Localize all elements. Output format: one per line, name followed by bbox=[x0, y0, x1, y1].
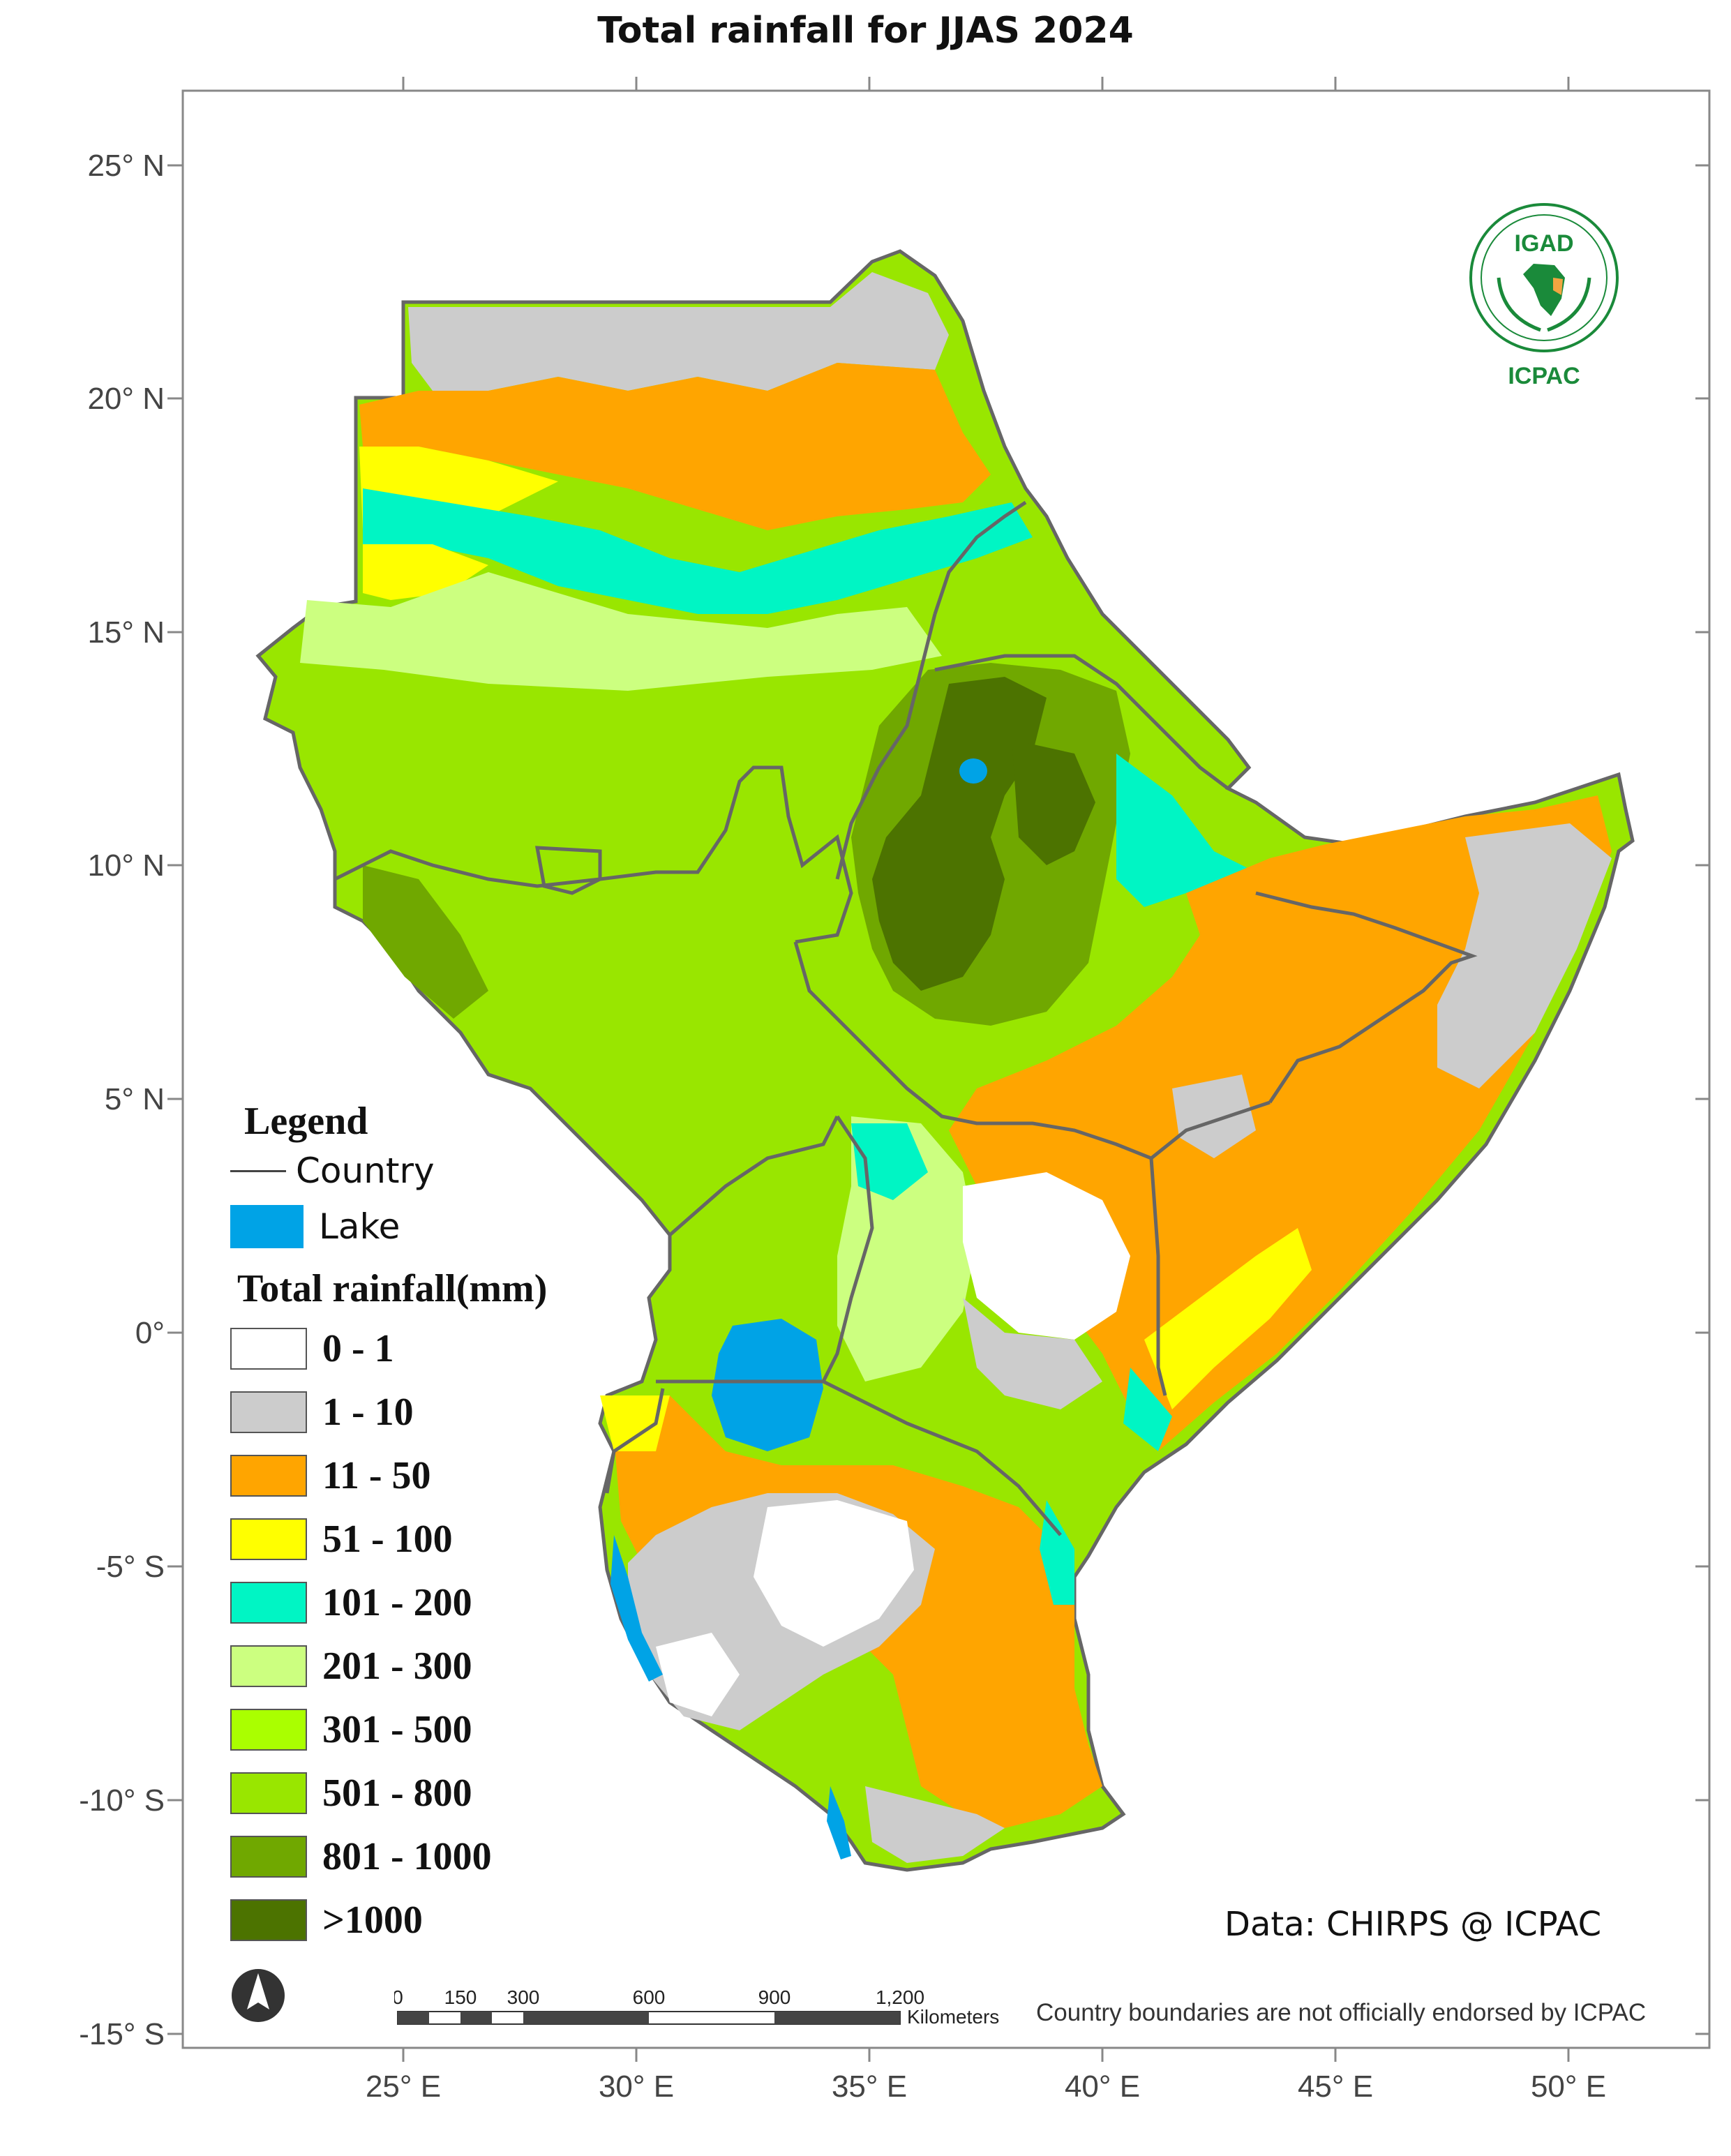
country-boundaries bbox=[334, 500, 1478, 1536]
legend-title: Legend bbox=[244, 1100, 368, 1143]
legend-class-row: 501 - 800 bbox=[230, 1761, 621, 1825]
lat-tick-label: -15° S bbox=[79, 2017, 165, 2051]
igad-icpac-logo: IGAD ICPAC bbox=[1464, 201, 1624, 396]
svg-text:IGAD: IGAD bbox=[1515, 230, 1574, 257]
latitude-ticks: 25° N 20° N 15° N 10° N 5° N 0° -5° S -10° S -15… bbox=[79, 149, 1709, 2051]
scale-label: 1,200 bbox=[876, 1986, 924, 2008]
scale-label: 900 bbox=[758, 1986, 791, 2008]
legend-class-swatch bbox=[230, 1518, 307, 1560]
lat-tick-label: -10° S bbox=[79, 1783, 165, 1818]
lon-tick-label: 25° E bbox=[366, 2069, 441, 2104]
legend-class-row: 301 - 500 bbox=[230, 1698, 621, 1761]
lat-tick-label: 10° N bbox=[87, 848, 165, 883]
igad-emblem-icon: IGAD ICPAC bbox=[1469, 203, 1619, 389]
legend-class-swatch bbox=[230, 1581, 307, 1624]
legend-class-label: 201 - 300 bbox=[322, 1644, 472, 1688]
rainfall-class-list: 0 - 1 1 - 10 11 - 50 51 - 100 101 - 200 201 -… bbox=[230, 1317, 621, 1952]
legend-class-swatch bbox=[230, 1772, 307, 1814]
lon-tick-label: 50° E bbox=[1531, 2069, 1606, 2104]
longitude-ticks: 25° E 30° E 35° E 40° E 45° E 50° E bbox=[366, 77, 1606, 2104]
legend-class-swatch bbox=[230, 1899, 307, 1941]
legend-class-swatch bbox=[230, 1327, 307, 1370]
lon-tick-label: 45° E bbox=[1298, 2069, 1373, 2104]
legend-lake-label: Lake bbox=[319, 1206, 400, 1247]
lat-tick-label: 25° N bbox=[87, 149, 165, 183]
scale-segment bbox=[398, 2012, 429, 2024]
boundary-disclaimer: Country boundaries are not officially en… bbox=[1036, 1999, 1647, 2026]
legend-class-row: >1000 bbox=[230, 1888, 621, 1952]
rainfall-map bbox=[255, 249, 1635, 1872]
lat-tick-label: 20° N bbox=[87, 382, 165, 416]
legend-lake-row: Lake bbox=[230, 1195, 621, 1258]
scale-units: Kilometers bbox=[907, 2006, 999, 2028]
legend-class-label: 801 - 1000 bbox=[322, 1834, 492, 1878]
scale-label: 0 bbox=[394, 1986, 403, 2008]
legend-class-row: 101 - 200 bbox=[230, 1571, 621, 1634]
scale-segment bbox=[774, 2012, 900, 2024]
legend-class-label: 51 - 100 bbox=[322, 1517, 453, 1561]
legend-class-row: 201 - 300 bbox=[230, 1634, 621, 1698]
north-arrow-icon bbox=[232, 1969, 285, 2022]
data-credit: Data: CHIRPS @ ICPAC bbox=[1224, 1905, 1602, 1944]
legend-class-row: 0 - 1 bbox=[230, 1317, 621, 1380]
lake-victoria bbox=[712, 1319, 823, 1451]
legend-country-row: Country bbox=[230, 1146, 621, 1195]
legend: Legend Country Lake Total rainfall(mm) 0… bbox=[230, 1099, 621, 1952]
scale-label: 300 bbox=[507, 1986, 540, 2008]
scale-label: 150 bbox=[444, 1986, 477, 2008]
legend-class-label: 0 - 1 bbox=[322, 1326, 394, 1370]
lake-swatch bbox=[230, 1205, 304, 1248]
map-title: Total rainfall for JJAS 2024 bbox=[597, 10, 1134, 52]
lat-tick-label: -5° S bbox=[96, 1550, 165, 1584]
lon-tick-label: 30° E bbox=[599, 2069, 674, 2104]
lake-tanganyika bbox=[610, 1535, 663, 1682]
legend-class-label: 1 - 10 bbox=[322, 1390, 414, 1434]
legend-class-label: 501 - 800 bbox=[322, 1771, 472, 1815]
legend-class-swatch bbox=[230, 1708, 307, 1751]
lake-tana bbox=[959, 758, 987, 784]
lat-tick-label: 0° bbox=[135, 1316, 165, 1350]
svg-text:ICPAC: ICPAC bbox=[1508, 363, 1580, 389]
scale-segment bbox=[523, 2012, 649, 2024]
scale-segment bbox=[460, 2012, 492, 2024]
lon-tick-label: 35° E bbox=[832, 2069, 907, 2104]
legend-class-row: 11 - 50 bbox=[230, 1444, 621, 1507]
legend-class-row: 801 - 1000 bbox=[230, 1825, 621, 1888]
lat-tick-label: 5° N bbox=[105, 1082, 165, 1116]
legend-class-row: 1 - 10 bbox=[230, 1380, 621, 1444]
legend-country-label: Country bbox=[296, 1151, 435, 1191]
legend-class-swatch bbox=[230, 1645, 307, 1687]
legend-class-swatch bbox=[230, 1835, 307, 1878]
scale-label: 600 bbox=[633, 1986, 666, 2008]
lon-tick-label: 40° E bbox=[1065, 2069, 1140, 2104]
country-line-swatch bbox=[230, 1169, 286, 1172]
scale-bar: 0 150 300 600 900 1,200 Kilometers bbox=[394, 1986, 999, 2028]
legend-class-label: 101 - 200 bbox=[322, 1580, 472, 1624]
legend-class-label: 301 - 500 bbox=[322, 1707, 472, 1751]
legend-class-label: 11 - 50 bbox=[322, 1453, 431, 1497]
legend-class-swatch bbox=[230, 1454, 307, 1497]
lake-malawi bbox=[827, 1786, 851, 1859]
legend-class-label: >1000 bbox=[322, 1898, 423, 1942]
legend-class-row: 51 - 100 bbox=[230, 1507, 621, 1571]
legend-class-swatch bbox=[230, 1391, 307, 1433]
legend-rainfall-title: Total rainfall(mm) bbox=[237, 1267, 548, 1310]
lat-tick-label: 15° N bbox=[87, 615, 165, 650]
